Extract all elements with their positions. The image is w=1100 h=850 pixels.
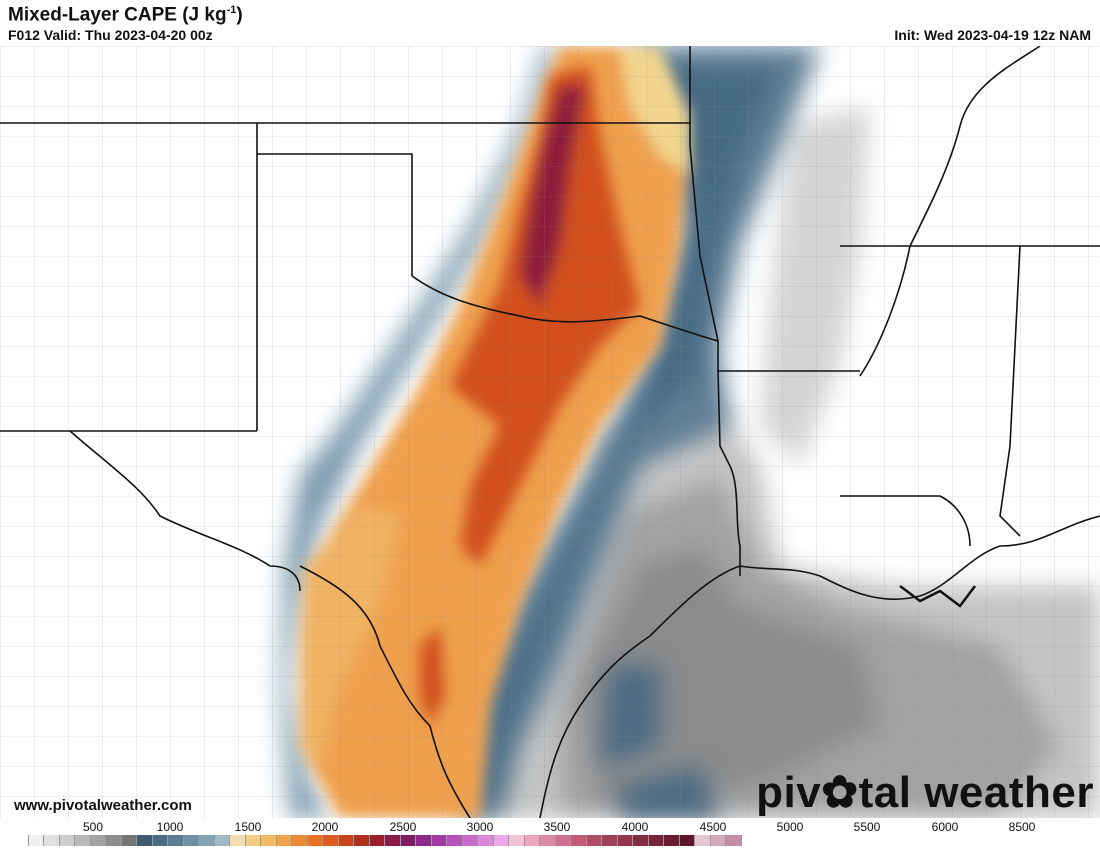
colorbar-swatch <box>152 835 168 846</box>
colorbar-swatch <box>664 835 680 846</box>
colorbar-swatch <box>447 835 463 846</box>
colorbar-swatch <box>338 835 354 846</box>
colorbar-swatch <box>540 835 556 846</box>
colorbar-swatch <box>183 835 199 846</box>
colorbar-tick-label: 4000 <box>621 820 649 834</box>
oklahoma-panhandle-border <box>257 153 413 276</box>
header: Mixed-Layer CAPE (J kg-1) F012 Valid: Th… <box>0 0 1100 46</box>
colorbar-swatch <box>292 835 308 846</box>
colorbar-swatch <box>276 835 292 846</box>
colorbar-swatch <box>416 835 432 846</box>
colorbar-swatch <box>28 835 44 846</box>
colorbar-tick-label: 3500 <box>543 820 571 834</box>
colorbar-tick-label: 6000 <box>931 820 959 834</box>
rio-grande-lower <box>299 565 471 818</box>
map-canvas <box>0 46 1100 818</box>
colorbar-swatch <box>245 835 261 846</box>
colorbar-swatch <box>524 835 540 846</box>
colorbar-swatch <box>633 835 649 846</box>
delta-coast <box>899 585 976 608</box>
colorbar-swatch <box>44 835 60 846</box>
colorbar-swatch <box>493 835 509 846</box>
louisiana-mississippi-border <box>840 495 971 547</box>
colorbar-swatch <box>90 835 106 846</box>
colorbar-swatch <box>13 835 29 846</box>
colorbar-swatch <box>571 835 587 846</box>
gulf-coastline <box>539 515 1100 818</box>
colorbar-swatch <box>679 835 695 846</box>
colorbar-swatch <box>695 835 711 846</box>
colorbar-swatch <box>478 835 494 846</box>
sabine-river <box>717 370 741 576</box>
colorbar-swatch <box>710 835 726 846</box>
arkansas-west-border <box>689 46 719 371</box>
colorbar-swatch <box>726 835 742 846</box>
colorbar-swatch <box>121 835 137 846</box>
colorbar-swatches <box>13 835 742 846</box>
colorbar-tick-label: 8500 <box>1008 820 1036 834</box>
product-title: Mixed-Layer CAPE (J kg-1) <box>8 4 243 26</box>
colorbar-swatch <box>261 835 277 846</box>
colorbar-tick-label: 500 <box>82 820 104 834</box>
red-river <box>411 275 719 342</box>
colorbar-swatch <box>509 835 525 846</box>
colorbar: 500 1000 1500 2000 2500 3000 3500 4000 4500 5000 5… <box>0 818 1100 850</box>
colorbar-swatch <box>648 835 664 846</box>
county-lines <box>0 46 1100 818</box>
colorbar-swatch <box>75 835 91 846</box>
colorbar-tick-label: 1500 <box>234 820 262 834</box>
state-boundaries <box>0 46 1100 818</box>
colorbar-swatch <box>230 835 246 846</box>
colorbar-swatch <box>431 835 447 846</box>
colorbar-swatch <box>617 835 633 846</box>
colorbar-swatch <box>462 835 478 846</box>
colorbar-tick-label: 3000 <box>466 820 494 834</box>
colorbar-swatch <box>385 835 401 846</box>
colorbar-swatch <box>323 835 339 846</box>
brand-logo: piv✿tal weather <box>756 768 1094 817</box>
colorbar-tick-label: 5000 <box>776 820 804 834</box>
colorbar-swatch <box>168 835 184 846</box>
gear-icon: ✿ <box>821 768 859 817</box>
colorbar-swatch <box>354 835 370 846</box>
colorbar-swatch <box>602 835 618 846</box>
website-label: www.pivotalweather.com <box>14 797 192 814</box>
colorbar-tick-label: 5500 <box>853 820 881 834</box>
colorbar-swatch <box>586 835 602 846</box>
rio-grande-upper <box>69 430 301 592</box>
colorbar-tick-label: 2500 <box>389 820 417 834</box>
mississippi-alabama-border <box>999 245 1021 537</box>
colorbar-swatch <box>307 835 323 846</box>
cape-map[interactable]: www.pivotalweather.com piv✿tal weather <box>0 46 1100 818</box>
colorbar-swatch <box>59 835 75 846</box>
colorbar-swatch <box>400 835 416 846</box>
valid-time: F012 Valid: Thu 2023-04-20 00z <box>8 27 213 43</box>
colorbar-swatch <box>369 835 385 846</box>
init-time: Init: Wed 2023-04-19 12z NAM <box>894 27 1091 43</box>
colorbar-swatch <box>106 835 122 846</box>
colorbar-swatch <box>199 835 215 846</box>
colorbar-tick-label: 2000 <box>311 820 339 834</box>
colorbar-tick-label: 1000 <box>156 820 184 834</box>
colorbar-swatch <box>137 835 153 846</box>
colorbar-labels: 500 1000 1500 2000 2500 3000 3500 4000 4500 5000 5… <box>0 820 1100 834</box>
colorbar-swatch <box>555 835 571 846</box>
colorbar-tick-label: 4500 <box>699 820 727 834</box>
mississippi-river <box>859 46 1041 377</box>
colorbar-swatch <box>214 835 230 846</box>
